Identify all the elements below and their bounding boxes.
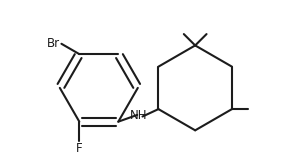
Text: F: F bbox=[76, 142, 83, 155]
Text: Br: Br bbox=[47, 37, 60, 50]
Text: NH: NH bbox=[130, 109, 147, 122]
